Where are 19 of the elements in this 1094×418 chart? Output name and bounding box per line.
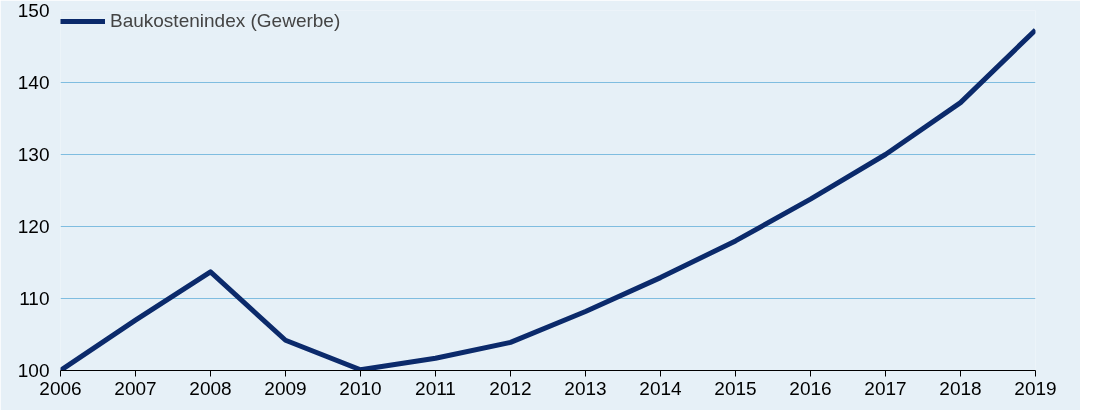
x-tick-label: 2015: [714, 377, 757, 399]
x-tick-label: 2016: [789, 377, 832, 399]
x-tick-label: 2007: [114, 377, 157, 399]
y-tick-label: 140: [17, 72, 50, 93]
x-tick-label: 2018: [939, 377, 982, 399]
legend-label: Baukostenindex (Gewerbe): [110, 10, 341, 32]
y-tick-label: 120: [17, 216, 50, 237]
x-tick-label: 2014: [639, 377, 683, 399]
y-tick-label: 150: [17, 0, 50, 21]
x-tick-label: 2009: [264, 377, 307, 399]
x-tick-label: 2010: [339, 377, 382, 399]
x-tick-label: 2008: [189, 377, 232, 399]
x-tick-label: 2017: [864, 377, 907, 399]
x-tick-label: 2011: [415, 377, 456, 399]
x-tick-label: 2012: [489, 377, 532, 399]
x-tick-label: 2013: [564, 377, 607, 399]
y-tick-label: 130: [17, 144, 50, 165]
x-tick-label: 2019: [1014, 377, 1057, 399]
y-tick-label: 110: [19, 288, 50, 309]
